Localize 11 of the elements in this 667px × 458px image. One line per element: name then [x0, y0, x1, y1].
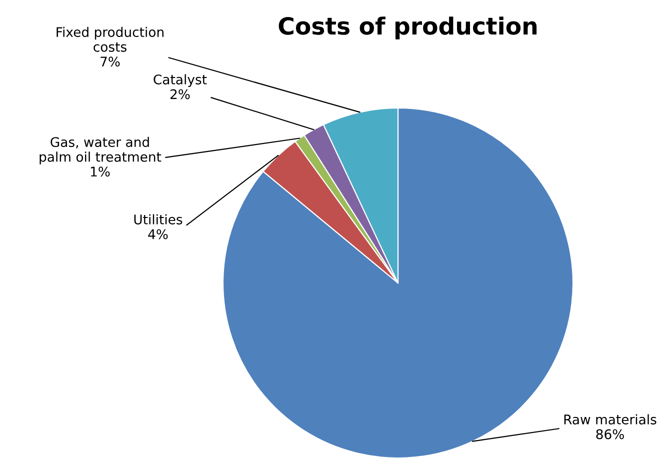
data-label: 7% — [100, 56, 120, 67]
slice-label: Raw materials — [564, 414, 656, 424]
chart-title: Costs of production — [278, 16, 537, 40]
data-label: 2% — [170, 89, 190, 100]
data-label: 4% — [148, 229, 168, 240]
slice-label: Utilities — [134, 214, 182, 224]
data-label: 86% — [596, 429, 624, 440]
slice-label: Gas, water and palm oil treatment — [40, 136, 162, 164]
slice-label: Catalyst — [154, 74, 207, 87]
slice-label: Fixed production costs — [56, 26, 164, 52]
data-label: 1% — [90, 166, 110, 177]
